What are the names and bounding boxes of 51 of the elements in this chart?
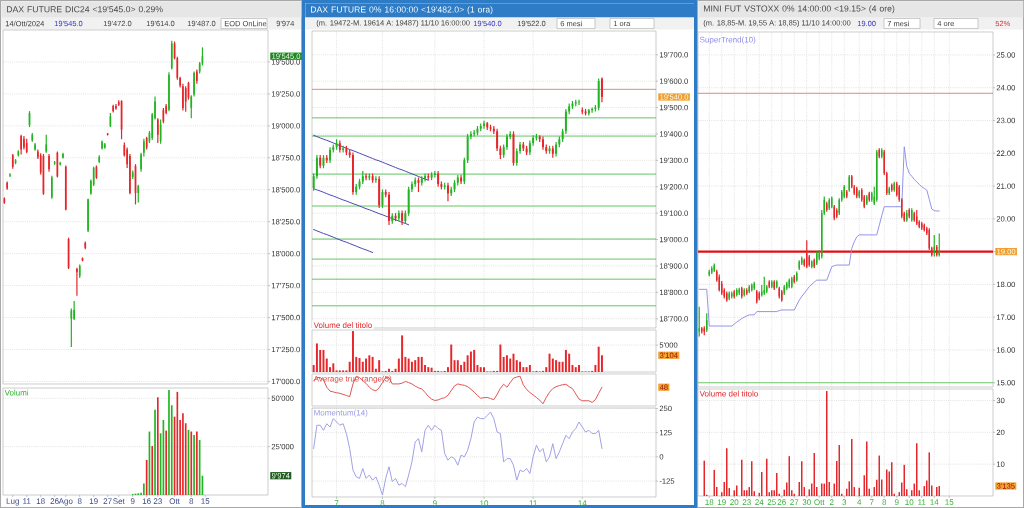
- x-tick-label: 19: [89, 498, 98, 504]
- x-tick-label: 9: [894, 499, 899, 505]
- x-tick-label: 23: [153, 498, 162, 504]
- x-tick-label: 3: [842, 499, 847, 505]
- x-tick-label: Set: [113, 498, 125, 504]
- x-tick-label: 14: [930, 499, 939, 505]
- x-tick-label: 24: [755, 499, 764, 505]
- x-tick-label: 8: [189, 498, 194, 504]
- x-tick-label: 26: [50, 498, 59, 504]
- x-tick-label: 11: [918, 499, 926, 505]
- x-tick-label: 10: [480, 500, 489, 506]
- x-tick-label: Ott: [814, 499, 825, 505]
- x-tick-label: 27: [103, 498, 112, 504]
- chart-title: Volumi: [4, 389, 29, 396]
- x-tick-label: 23: [742, 499, 751, 505]
- text: SuperTrend(10): [699, 36, 756, 45]
- x-tick-label: 11: [23, 498, 31, 504]
- x-tick-label: Lug: [6, 498, 19, 506]
- x-tick-label: 30: [802, 499, 811, 505]
- x-tick-label: 8: [882, 499, 887, 505]
- x-tick-label: 9: [130, 498, 135, 504]
- x-tick-label: 8: [380, 500, 385, 506]
- x-tick-label: 26: [777, 499, 786, 505]
- x-tick-label: 25: [767, 499, 776, 505]
- x-tick-label: 8: [77, 498, 82, 504]
- line-series: [313, 411, 603, 496]
- x-tick-label: 27: [790, 499, 799, 505]
- x-tick-label: 18: [705, 499, 714, 505]
- x-tick-label: 2: [829, 499, 834, 505]
- x-tick-label: 20: [730, 499, 739, 505]
- x-tick-label: 19: [717, 499, 726, 505]
- x-tick-label: 7: [869, 499, 874, 505]
- x-tick-label: 4: [857, 499, 862, 505]
- x-tick-label: 16: [142, 498, 151, 504]
- x-tick-label: 15: [945, 499, 954, 505]
- x-tick-label: 9: [433, 500, 437, 506]
- x-tick-label: 7: [334, 500, 339, 506]
- x-tick-label: Ott: [169, 498, 180, 504]
- x-tick-label: Ago: [58, 498, 73, 506]
- line-series: [313, 134, 429, 181]
- x-tick-label: 14: [578, 500, 587, 506]
- chart-title: DAX FUTURE 0% 16:00:00 <19'482.0> (1 ora): [310, 6, 493, 15]
- chart-title: MINI FUT VSTOXX 0% 14:00:00 <19.15> (4 ore): [703, 5, 895, 14]
- x-tick-label: 10: [905, 499, 914, 505]
- chart-title: Volume del titolo: [313, 322, 372, 328]
- chart-title: Volume del titolo: [699, 390, 758, 397]
- chart-title: Momentum(14): [314, 409, 368, 418]
- chart-title: DAX FUTURE DIC24 <19'545.0> 0.29%: [6, 6, 163, 13]
- x-tick-label: 15: [201, 498, 210, 504]
- x-tick-label: 11: [529, 500, 537, 506]
- x-tick-label: 18: [36, 498, 45, 504]
